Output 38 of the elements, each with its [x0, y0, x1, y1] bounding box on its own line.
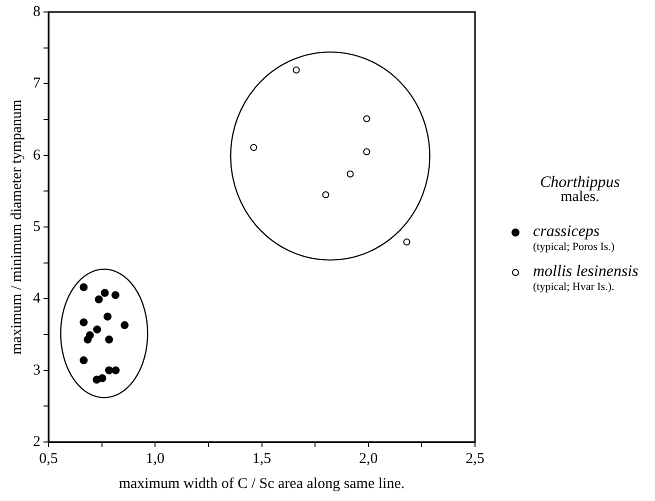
point	[100, 288, 109, 297]
y-tick-label: 3	[33, 362, 40, 378]
legend-label: crassiceps (typical; Poros Is.)	[533, 223, 616, 253]
point	[363, 148, 370, 156]
x-tick-label: 1,0	[146, 450, 164, 467]
point	[112, 366, 120, 374]
y-tick-label: 5	[33, 218, 40, 235]
point	[363, 115, 370, 122]
x-tick-label: 0,5	[39, 450, 58, 467]
point	[346, 170, 354, 178]
x-tick-label: 2,0	[359, 450, 378, 467]
y-tick-label: 8	[33, 4, 40, 20]
y-tick-label: 7	[33, 76, 41, 92]
point	[80, 318, 88, 326]
legend-label: mollis lesinensis (typical; Hvar Is.).	[533, 263, 640, 293]
y-tick-label: 2	[33, 434, 40, 450]
point	[403, 238, 410, 246]
point	[105, 336, 114, 344]
y-tick-label: 6	[33, 147, 41, 164]
point	[105, 366, 114, 374]
point	[84, 336, 92, 344]
point	[111, 291, 120, 300]
point	[94, 295, 103, 304]
y-axis-title: maximum / minimum diameter tympanum	[8, 99, 25, 354]
point	[322, 191, 330, 198]
point	[98, 374, 106, 382]
x-tick-label: 1,5	[252, 450, 272, 467]
point	[250, 144, 258, 151]
x-tick-label: 2,5	[466, 450, 484, 467]
x-axis-title: maximum width of C / Sc area along same line.	[118, 476, 405, 492]
point	[120, 321, 129, 330]
point	[93, 325, 102, 334]
y-tick-label: 4	[33, 290, 41, 307]
point	[104, 312, 112, 321]
point	[80, 356, 88, 364]
point	[80, 283, 88, 292]
legend-title: Chorthippus males.	[538, 174, 621, 205]
point	[292, 66, 300, 74]
